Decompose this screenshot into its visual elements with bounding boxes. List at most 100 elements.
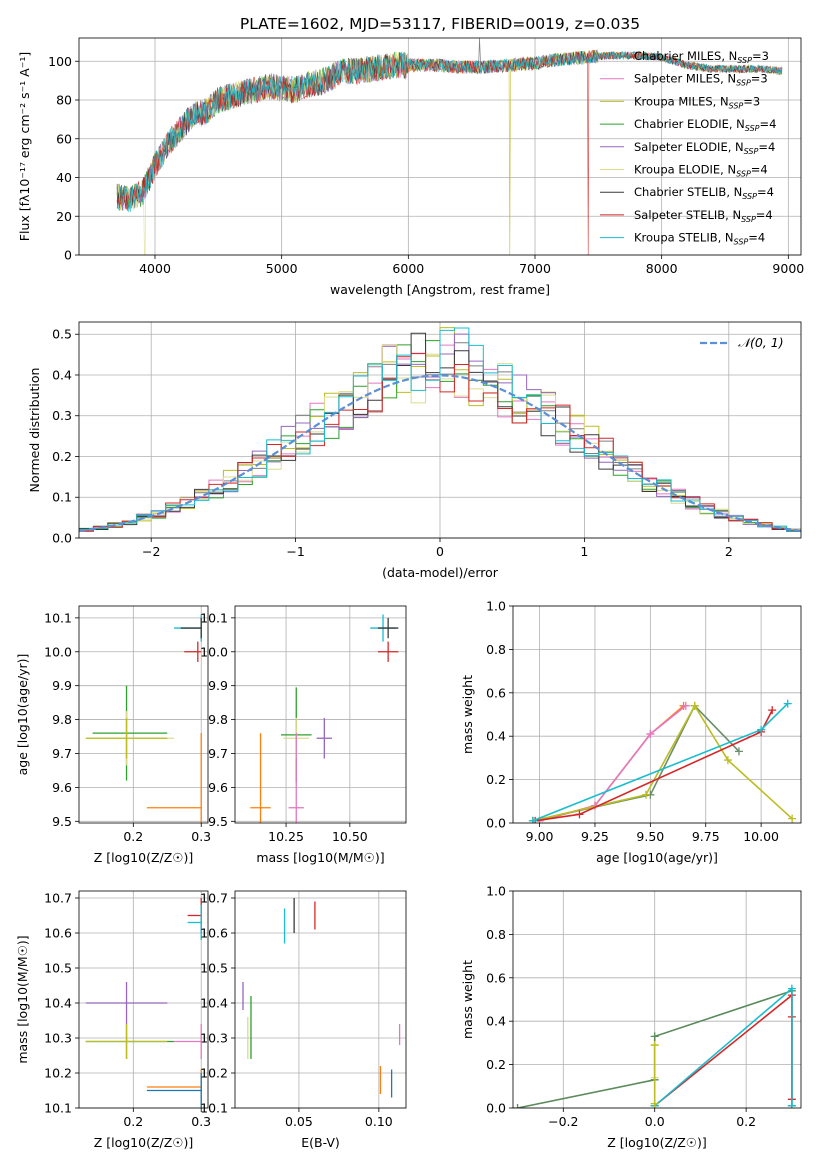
y-tick-label: 0.3 bbox=[52, 408, 72, 423]
legend-label-suffix: =4 bbox=[757, 185, 774, 199]
y-tick-label: 0.4 bbox=[486, 729, 506, 744]
y-tick-label: 0.0 bbox=[486, 1101, 506, 1116]
x-tick-label: 8000 bbox=[646, 261, 678, 276]
legend-label-sub: SSP bbox=[741, 215, 756, 224]
y-tick-label: 10.2 bbox=[44, 1066, 72, 1081]
mass-weight-marker bbox=[768, 706, 777, 715]
legend-label: Chabrier ELODIE, NSSP=4 bbox=[634, 117, 776, 133]
y-tick-label: 10.1 bbox=[44, 1101, 72, 1116]
mass_weight_Z-lines bbox=[513, 984, 796, 1108]
legend-label-text: Salpeter STELIB, N bbox=[634, 208, 741, 222]
y-tick-label: 0.5 bbox=[52, 327, 72, 342]
mass-weight-marker bbox=[575, 810, 584, 819]
mass-weight-marker bbox=[783, 699, 792, 708]
legend-label: Chabrier MILES, NSSP=3 bbox=[634, 49, 769, 65]
y-axis-label: mass weight bbox=[460, 675, 475, 754]
x-tick-label: −0.2 bbox=[548, 1114, 578, 1129]
legend-label: Salpeter STELIB, NSSP=4 bbox=[634, 208, 773, 224]
x-tick-label: 0.3 bbox=[191, 1114, 211, 1129]
y-tick-label: 1.0 bbox=[486, 599, 506, 614]
legend-label-text: Chabrier MILES, N bbox=[634, 49, 737, 63]
x-axis-label: Z [log10(Z/Z☉)] bbox=[607, 1135, 707, 1150]
x-tick-label: 10.50 bbox=[332, 829, 368, 844]
axes-frame-mass_vs_ebv bbox=[234, 890, 407, 1109]
x-tick-label: 9.00 bbox=[526, 829, 554, 844]
legend-label-suffix: =4 bbox=[748, 231, 765, 245]
mass-weight-line-2 bbox=[532, 704, 740, 822]
legend-label-text: Salpeter MILES, N bbox=[634, 72, 736, 86]
y-tick-label: 9.9 bbox=[208, 678, 228, 693]
mass-weight-marker bbox=[788, 814, 797, 823]
y-tick-label: 100 bbox=[48, 54, 72, 69]
x-tick-label: 9.25 bbox=[581, 829, 609, 844]
mass-weight-line-5 bbox=[532, 703, 789, 822]
y-axis-label: age [log10(age/yr)] bbox=[15, 654, 30, 776]
x-tick-label: 1 bbox=[580, 544, 588, 559]
legend-label-sub: SSP bbox=[736, 79, 751, 88]
x-tick-label: 0.05 bbox=[285, 1114, 313, 1129]
y-tick-label: 10.5 bbox=[200, 961, 228, 976]
y-tick-label: 10.6 bbox=[44, 926, 72, 941]
legend-label-suffix: =3 bbox=[752, 49, 769, 63]
x-tick-label: 0 bbox=[436, 544, 444, 559]
x-tick-label: 10.25 bbox=[268, 829, 304, 844]
y-tick-label: 10.1 bbox=[200, 610, 228, 625]
y-tick-label: 9.5 bbox=[208, 814, 228, 829]
y-tick-label: 0.8 bbox=[486, 642, 506, 657]
x-axis-label: mass [log10(M/M☉)] bbox=[256, 850, 384, 865]
legend-label-text: Salpeter ELODIE, N bbox=[634, 140, 744, 154]
legend-label-suffix: =3 bbox=[743, 94, 760, 108]
mass-weight-marker bbox=[650, 1032, 659, 1041]
x-axis-label: (data-model)/error bbox=[382, 565, 499, 580]
age_vs_Z-errorbars bbox=[85, 614, 202, 823]
mass-weight-marker bbox=[650, 1041, 659, 1050]
mass-weight-marker bbox=[723, 756, 732, 765]
legend-label: Kroupa MILES, NSSP=3 bbox=[634, 94, 760, 110]
mass-weight-marker bbox=[513, 1104, 522, 1108]
y-tick-label: 10.5 bbox=[44, 961, 72, 976]
y-tick-label: 60 bbox=[56, 131, 72, 146]
x-tick-label: 0.2 bbox=[736, 1114, 756, 1129]
y-tick-label: 0.1 bbox=[52, 490, 72, 505]
x-tick-label: 6000 bbox=[392, 261, 424, 276]
y-tick-label: 10.7 bbox=[44, 891, 72, 906]
legend-label-suffix: =4 bbox=[760, 117, 777, 131]
x-axis-label: wavelength [Angstrom, rest frame] bbox=[330, 282, 550, 297]
x-tick-label: 0.2 bbox=[123, 829, 143, 844]
y-tick-label: 9.9 bbox=[52, 678, 72, 693]
y-axis-label: mass [log10(M/M☉)] bbox=[15, 935, 30, 1063]
y-tick-label: 9.7 bbox=[208, 746, 228, 761]
mass-weight-marker bbox=[757, 725, 766, 734]
y-tick-label: 0.2 bbox=[52, 449, 72, 464]
y-tick-label: 10.7 bbox=[200, 891, 228, 906]
spectrum-lines bbox=[116, 38, 783, 255]
legend-label-text: Chabrier ELODIE, N bbox=[634, 117, 745, 131]
legend-label-suffix: =4 bbox=[751, 163, 768, 177]
y-tick-label: 9.8 bbox=[52, 712, 72, 727]
x-tick-label: 10.00 bbox=[743, 829, 779, 844]
x-tick-label: 0.3 bbox=[191, 829, 211, 844]
x-tick-label: 5000 bbox=[266, 261, 298, 276]
y-tick-label: 10.1 bbox=[44, 610, 72, 625]
mass_weight_age-lines bbox=[528, 699, 797, 823]
legend-label-sub: SSP bbox=[729, 101, 744, 110]
x-tick-label: −1 bbox=[286, 544, 304, 559]
legend-label-text: Chabrier STELIB, N bbox=[634, 185, 742, 199]
y-axis-label: Flux [fλ10⁻¹⁷ erg cm⁻² s⁻¹ A⁻¹] bbox=[17, 52, 32, 241]
figure-title: PLATE=1602, MJD=53117, FIBERID=0019, z=0… bbox=[240, 15, 640, 33]
legend-label: Salpeter MILES, NSSP=3 bbox=[634, 72, 768, 88]
y-tick-label: 0.0 bbox=[52, 531, 72, 546]
legend-label-suffix: =3 bbox=[751, 72, 768, 86]
legend-label-suffix: =4 bbox=[758, 140, 775, 154]
mass-weight-marker bbox=[650, 1099, 659, 1108]
y-tick-label: 10.3 bbox=[44, 1031, 72, 1046]
x-tick-label: 9.75 bbox=[692, 829, 720, 844]
age_vs_mass-errorbars bbox=[250, 614, 399, 823]
y-tick-label: 10.6 bbox=[200, 926, 228, 941]
y-tick-label: 9.7 bbox=[52, 746, 72, 761]
axes-frame-age_vs_Z bbox=[78, 605, 209, 824]
y-tick-label: 1.0 bbox=[486, 884, 506, 899]
mass-weight-marker bbox=[528, 816, 537, 823]
y-tick-label: 10.3 bbox=[200, 1031, 228, 1046]
